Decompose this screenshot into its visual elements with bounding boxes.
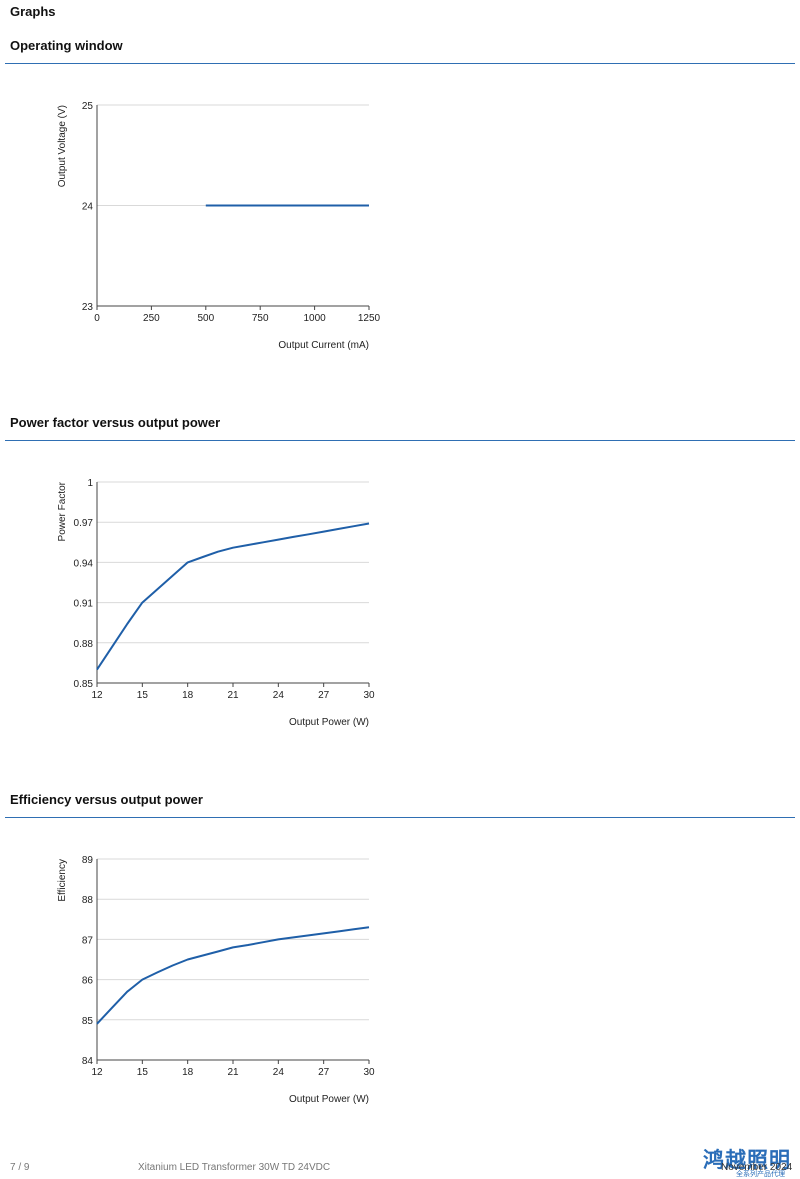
x-axis-title: Output Power (W): [289, 717, 369, 728]
section-divider: [5, 817, 795, 818]
y-tick-label: 0.91: [74, 599, 94, 610]
y-tick-label: 23: [82, 302, 94, 313]
y-tick-label: 24: [82, 202, 94, 213]
page-heading: Graphs: [10, 4, 56, 19]
section-title-power-factor: Power factor versus output power: [10, 415, 221, 430]
x-tick-label: 15: [137, 690, 149, 701]
watermark-subtitle: 全系列产品代理: [736, 1170, 785, 1178]
y-tick-label: 88: [82, 895, 94, 906]
y-tick-label: 0.85: [74, 679, 94, 690]
section-divider: [5, 63, 795, 64]
x-tick-label: 30: [363, 1067, 375, 1078]
x-tick-label: 1250: [358, 313, 381, 324]
section-title-efficiency: Efficiency versus output power: [10, 792, 203, 807]
x-tick-label: 250: [143, 313, 160, 324]
y-tick-label: 89: [82, 855, 94, 866]
power-factor-chart: 0.85 0.88 0.91 0.94 0.97 1 12 15 18 21 24 27 30 Outpu…: [57, 478, 375, 728]
x-tick-label: 21: [227, 690, 239, 701]
y-tick-label: 87: [82, 935, 94, 946]
x-tick-label: 24: [273, 690, 285, 701]
y-axis-title: Efficiency: [57, 859, 68, 902]
y-tick-label: 0.88: [74, 639, 94, 650]
x-tick-label: 0: [94, 313, 100, 324]
y-tick-label: 85: [82, 1016, 94, 1027]
page-number: 7 / 9: [10, 1162, 30, 1173]
y-tick-label: 0.97: [74, 518, 94, 529]
footer-product-name: Xitanium LED Transformer 30W TD 24VDC: [138, 1162, 331, 1173]
y-tick-label: 25: [82, 101, 94, 112]
x-tick-label: 12: [91, 690, 103, 701]
x-tick-label: 30: [363, 690, 375, 701]
x-tick-label: 21: [227, 1067, 239, 1078]
x-tick-label: 750: [252, 313, 269, 324]
series-line: [96, 926, 370, 1025]
x-tick-label: 12: [91, 1067, 103, 1078]
series-line: [96, 522, 370, 671]
x-tick-label: 500: [197, 313, 214, 324]
y-tick-label: 0.94: [74, 558, 94, 569]
y-axis-title: Output Voltage (V): [57, 105, 68, 187]
section-divider: [5, 440, 795, 441]
x-tick-label: 18: [182, 1067, 194, 1078]
footer-date: November 2024: [721, 1162, 793, 1173]
y-tick-label: 1: [87, 478, 93, 489]
y-axis-title: Power Factor: [57, 481, 68, 541]
x-tick-label: 27: [318, 1067, 330, 1078]
x-tick-label: 24: [273, 1067, 285, 1078]
watermark-logo: 鸿越照明: [703, 1148, 791, 1172]
x-tick-label: 15: [137, 1067, 149, 1078]
efficiency-chart: 84 85 86 87 88 89 12 15 18 21 24 27 30 Output Power (…: [57, 855, 375, 1105]
section-title-operating-window: Operating window: [10, 38, 123, 53]
x-tick-label: 1000: [303, 313, 326, 324]
x-axis-title: Output Power (W): [289, 1094, 369, 1105]
x-tick-label: 27: [318, 690, 330, 701]
x-axis-title: Output Current (mA): [278, 340, 369, 351]
x-tick-label: 18: [182, 690, 194, 701]
y-tick-label: 86: [82, 976, 94, 987]
y-tick-label: 84: [82, 1056, 94, 1067]
